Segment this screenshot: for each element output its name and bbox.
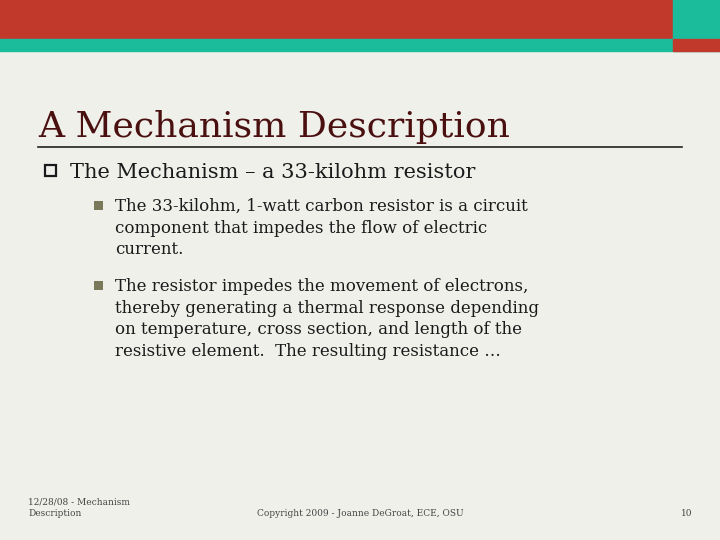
Text: The Mechanism – a 33-kilohm resistor: The Mechanism – a 33-kilohm resistor [70, 163, 475, 182]
Text: 12/28/08 - Mechanism
Description: 12/28/08 - Mechanism Description [28, 498, 130, 518]
Bar [0, 0, 720, 39]
Bar [94, 200, 102, 210]
Bar [45, 165, 55, 176]
Text: 10: 10 [680, 509, 692, 518]
Text: A Mechanism Description: A Mechanism Description [38, 110, 510, 144]
Text: The resistor impedes the movement of electrons,
thereby generating a thermal res: The resistor impedes the movement of ele… [115, 278, 539, 360]
Bar [673, 39, 720, 51]
Bar [0, 39, 720, 51]
Bar [94, 280, 102, 289]
Text: Copyright 2009 - Joanne DeGroat, ECE, OSU: Copyright 2009 - Joanne DeGroat, ECE, OS… [257, 509, 463, 518]
Text: The 33-kilohm, 1-watt carbon resistor is a circuit
component that impedes the fl: The 33-kilohm, 1-watt carbon resistor is… [115, 198, 528, 258]
Bar [673, 0, 720, 39]
